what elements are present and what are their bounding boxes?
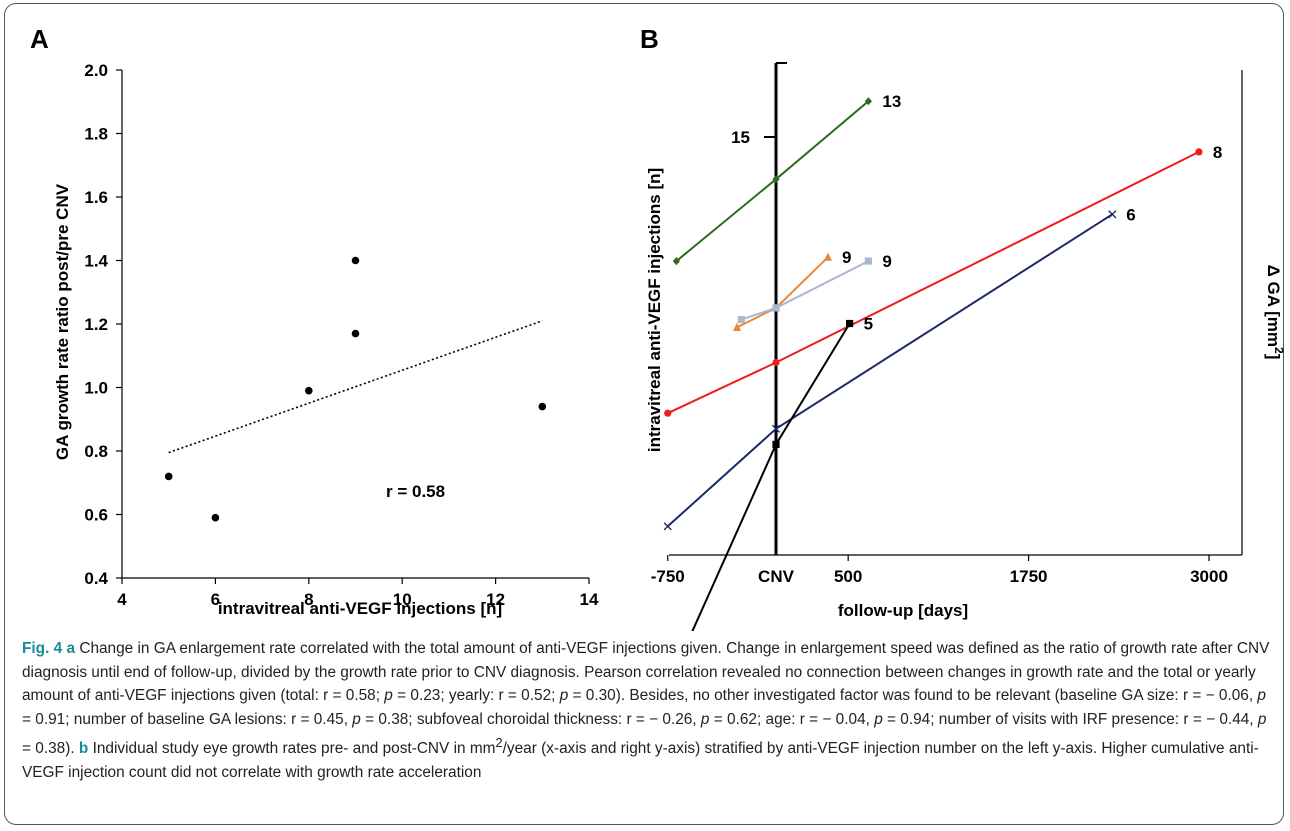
series-marker <box>864 257 872 265</box>
panel-a-data-point <box>211 513 220 522</box>
series-end-label: 6 <box>1126 205 1135 224</box>
series-marker <box>823 252 833 261</box>
panel-b-x-axis-title: follow-up [days] <box>838 601 968 620</box>
panel-a-y-tick-label: 0.6 <box>84 506 108 525</box>
series-marker <box>772 175 780 184</box>
series-marker <box>732 322 742 331</box>
figure-caption: Fig. 4 a Change in GA enlargement rate c… <box>22 640 1270 782</box>
panel-a-y-tick-label: 1.2 <box>84 315 108 334</box>
series-marker <box>864 97 872 106</box>
series-end-label: 13 <box>882 92 901 111</box>
series-marker <box>663 522 672 531</box>
panel-b: B 15 -750 500 1750 3000 CNV 13 8 9 9 6 5 follow-… <box>640 24 1286 631</box>
series-marker <box>772 358 780 367</box>
panel-a-y-tick-label: 2.0 <box>84 61 108 80</box>
series-end-label: 9 <box>882 252 891 271</box>
panel-a-correlation-label: r = 0.58 <box>386 482 445 501</box>
panel-a-x-tick-label: 6 <box>211 590 220 609</box>
panel-b-x-tick-label: -750 <box>651 567 685 586</box>
series-marker <box>672 257 681 266</box>
panel-a-data-point <box>305 386 313 395</box>
panel-b-left-y-axis-title: intravitreal anti-VEGF injections [n] <box>645 168 664 452</box>
series-8-injections: 8 <box>664 143 1222 417</box>
panel-b-x-tick-label: 1750 <box>1010 567 1048 586</box>
series-end-label: 9 <box>842 248 851 267</box>
series-6-injections: 6 <box>663 205 1136 531</box>
series-5-injections: 5 <box>691 315 873 631</box>
panel-a-data-point <box>351 329 360 338</box>
cnv-tick-label: CNV <box>758 567 795 586</box>
caption-fig-label: Fig. 4 <box>22 640 63 657</box>
panel-a-y-tick-label: 1.4 <box>84 252 108 271</box>
series-9-injections: 9 <box>732 248 851 331</box>
panel-a-x-tick-label: 8 <box>304 590 313 609</box>
panel-a-y-tick-label: 1.6 <box>84 188 108 207</box>
series-end-label: 5 <box>864 315 873 334</box>
series-9-injections: 9 <box>737 252 892 324</box>
panel-a-y-axis-title: GA growth rate ratio post/pre CNV <box>53 183 72 460</box>
series-marker <box>771 424 781 433</box>
panel-a-data-point <box>164 472 173 481</box>
panel-b-label: B <box>640 24 659 54</box>
series-marker <box>664 409 672 417</box>
panel-a-y-tick-label: 0.8 <box>84 442 108 461</box>
figure-charts: A 0.40.60.81.01.21.41.61.82.0 4 6 8 10 12 14 … <box>30 24 1286 631</box>
panel-b-right-y-axis-title: Δ GA [mm2] <box>1264 265 1286 360</box>
series-line <box>675 100 870 262</box>
panel-a-y-tick-label: 0.4 <box>84 569 108 588</box>
panel-b-x-tick-label: 500 <box>834 567 862 586</box>
panel-b-x-tick-label: 3000 <box>1190 567 1228 586</box>
panel-a-data-point <box>351 256 360 265</box>
series-marker <box>1108 210 1117 219</box>
series-marker <box>1195 148 1203 156</box>
panel-a-x-tick-label: 4 <box>117 590 127 609</box>
series-end-label: 8 <box>1213 143 1222 162</box>
caption-b-label: b <box>78 740 89 758</box>
panel-a-x-tick-label: 10 <box>393 590 412 609</box>
panel-a-x-tick-label: 14 <box>580 590 599 609</box>
panel-a-trendline <box>168 320 543 454</box>
series-marker <box>772 304 780 312</box>
series-marker <box>737 316 745 324</box>
series-13-injections: 13 <box>672 92 901 266</box>
panel-a-label: A <box>30 24 49 54</box>
series-marker <box>846 319 854 328</box>
series-line <box>667 151 1200 415</box>
panel-a-y-tick-label: 1.0 <box>84 379 108 398</box>
panel-a-data-point <box>538 402 547 411</box>
panel-a: A 0.40.60.81.01.21.41.61.82.0 4 6 8 10 12 14 … <box>30 24 599 618</box>
series-line <box>741 260 869 321</box>
figure-frame <box>4 3 1284 825</box>
panel-a-x-axis-title: intravitreal anti-VEGF injections [n] <box>218 599 502 618</box>
panel-a-y-tick-label: 1.8 <box>84 125 108 144</box>
left-axis-15-label: 15 <box>731 128 750 147</box>
panel-a-x-tick-label: 12 <box>486 590 505 609</box>
caption-a-label: a <box>66 640 76 657</box>
series-marker <box>772 440 780 448</box>
